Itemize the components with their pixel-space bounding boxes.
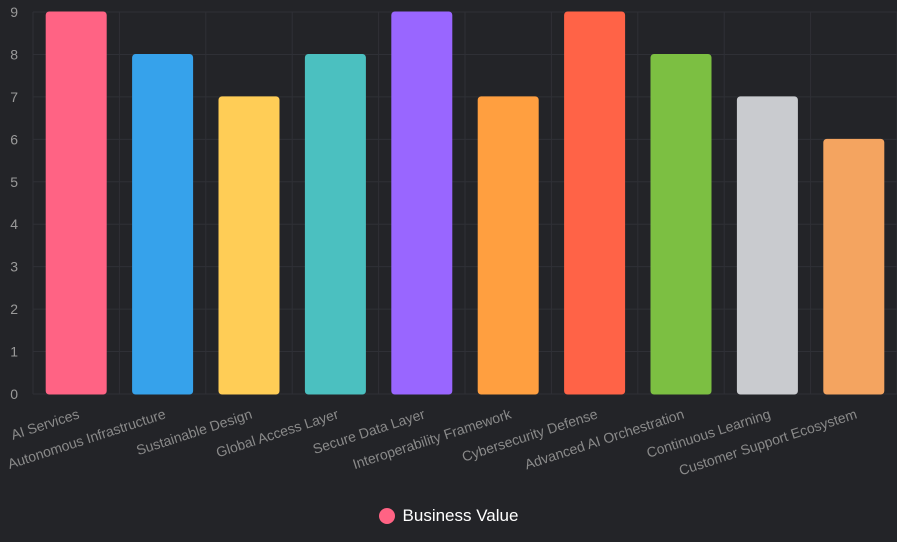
y-tick-label: 6 <box>10 131 18 147</box>
legend-swatch-icon <box>378 508 395 524</box>
bar <box>477 96 539 395</box>
x-tick-label: Autonomous Infrastructure <box>6 406 168 472</box>
y-tick-label: 4 <box>10 216 18 232</box>
y-axis: 0 1 2 3 4 5 6 7 8 9 <box>10 4 18 402</box>
y-tick-label: 2 <box>10 301 18 317</box>
bars <box>45 11 885 395</box>
bar <box>736 96 798 395</box>
bar <box>304 53 366 395</box>
y-tick-label: 8 <box>10 46 18 62</box>
bar <box>823 138 885 395</box>
bar <box>650 53 712 395</box>
bar <box>132 53 194 395</box>
y-tick-label: 1 <box>10 344 18 360</box>
bar <box>564 11 626 395</box>
legend[interactable]: Business Value <box>0 506 897 526</box>
x-tick-label: Interoperability Framework <box>351 405 515 472</box>
y-tick-label: 0 <box>10 386 18 402</box>
y-tick-label: 3 <box>10 259 18 275</box>
y-tick-label: 9 <box>10 4 18 20</box>
x-tick-label: Advanced AI Orchestration <box>523 406 686 473</box>
y-tick-label: 5 <box>10 174 18 190</box>
y-tick-label: 7 <box>10 89 18 105</box>
bar <box>391 11 453 395</box>
bar <box>45 11 107 395</box>
bar <box>218 96 280 395</box>
legend-label: Business Value <box>402 506 519 525</box>
